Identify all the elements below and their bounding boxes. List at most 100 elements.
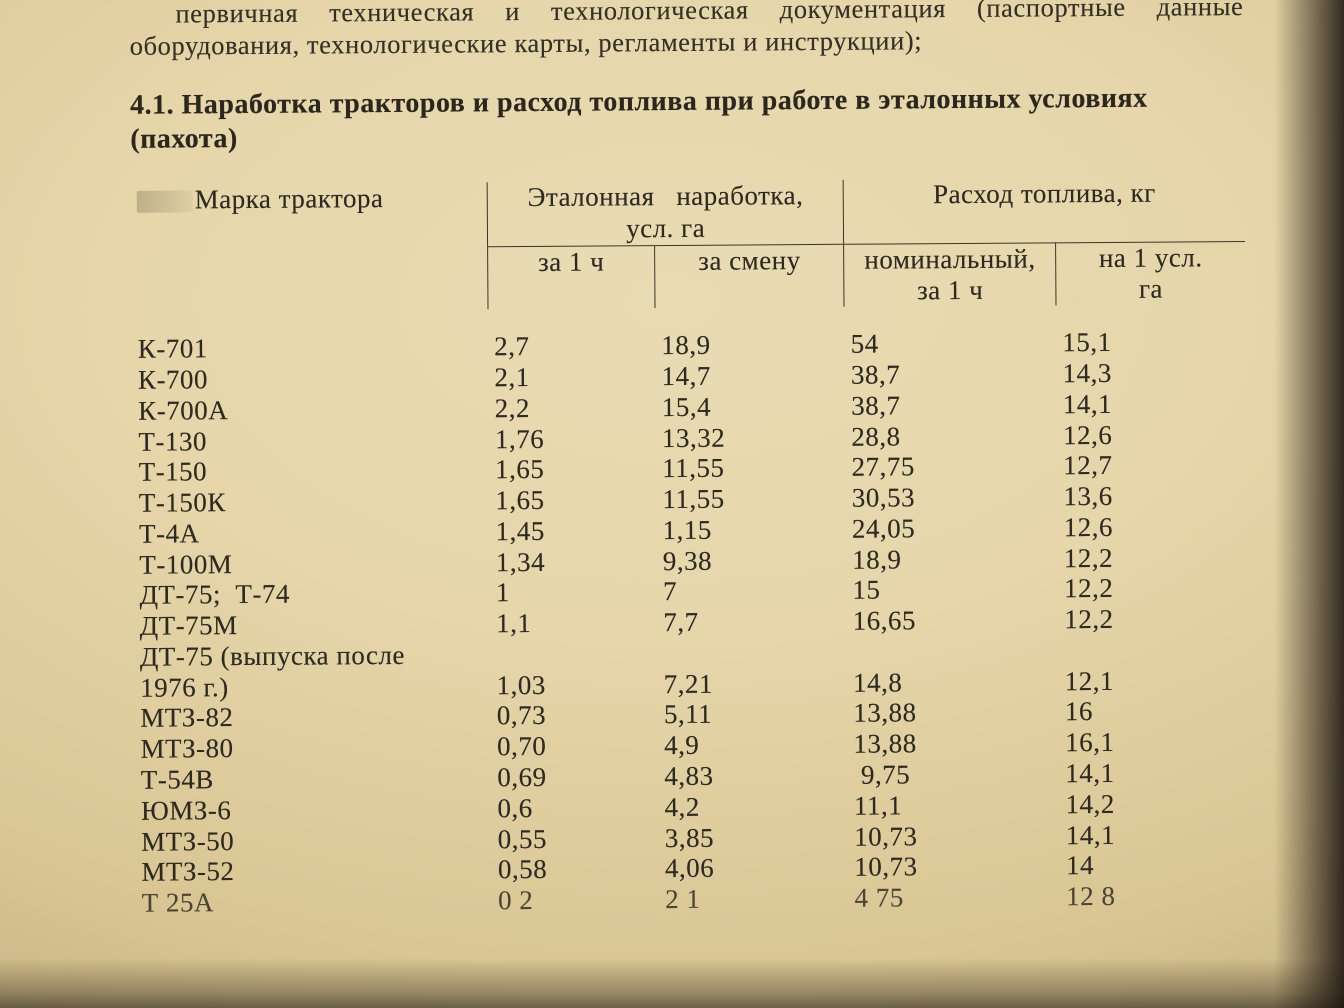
cell-per-shift (657, 637, 847, 669)
cell-nominal: 38,7 (845, 389, 1057, 421)
cell-per-shift: 7 (657, 575, 847, 607)
cell-model: ЮМЗ-6 (135, 793, 492, 826)
cell-nominal: 10,73 (848, 820, 1060, 852)
cell-model: Т-54В (135, 762, 492, 795)
cell-per-hour: 1,76 (489, 423, 656, 455)
intro-paragraph: первичная техническая и технологическая … (129, 0, 1243, 62)
cell-nominal: 54 (844, 306, 1056, 360)
cell-per-hour: 2,1 (488, 361, 655, 393)
cell-per-ha: 12,2 (1058, 572, 1248, 604)
table-header: Марка трактора Эталонная наработка,усл. … (131, 177, 1246, 312)
cell-model: ДТ-75М (134, 608, 491, 641)
cell-per-shift: 4,9 (658, 729, 848, 761)
scanned-page: первичная техническая и технологическая … (0, 0, 1344, 919)
cell-model: К-701 (132, 310, 489, 365)
cell-model: ДТ-75; Т-74 (133, 578, 490, 611)
cell-per-shift: 4,83 (658, 760, 848, 792)
cell-per-ha: 12,6 (1057, 419, 1247, 451)
cell-model: Т-4А (133, 516, 490, 549)
cell-per-ha: 12 8 (1060, 880, 1250, 912)
cell-nominal: 11,1 (848, 789, 1060, 821)
cell-model: МТЗ-52 (135, 855, 492, 888)
cell-per-hour: 0,70 (491, 730, 658, 762)
cell-per-shift: 4,2 (658, 791, 848, 823)
cell-per-ha: 14,3 (1056, 357, 1246, 389)
cell-nominal: 9,75 (848, 758, 1060, 790)
cell-per-ha: 16,1 (1059, 726, 1249, 758)
cell-nominal: 30,53 (846, 481, 1058, 513)
cell-per-hour: 0,6 (491, 792, 658, 824)
cell-nominal (847, 635, 1059, 667)
cell-per-hour: 1,65 (489, 453, 656, 485)
cell-per-ha: 12,1 (1059, 665, 1249, 697)
cell-per-hour: 1,1 (490, 607, 657, 639)
cell-per-ha: 14 (1060, 849, 1250, 881)
header-per-hour: за 1 ч (488, 246, 656, 310)
cell-nominal: 27,75 (845, 451, 1057, 483)
header-model-text: Марка трактора (195, 183, 384, 214)
header-group-fuel: Расход топлива, кг (844, 177, 1246, 244)
cell-nominal: 24,05 (846, 512, 1058, 544)
cell-per-shift: 18,9 (655, 307, 845, 361)
cell-per-ha: 16 (1059, 695, 1249, 727)
cell-model: Т-150К (133, 485, 490, 518)
cell-model: Т-130 (132, 424, 489, 457)
table-row: К-7012,718,95415,1 (132, 304, 1246, 365)
cell-nominal: 15 (846, 574, 1058, 606)
cell-per-ha: 12,2 (1058, 542, 1248, 574)
cell-per-ha: 12,7 (1057, 449, 1247, 481)
cell-model: К-700 (132, 362, 489, 395)
cell-nominal: 38,7 (845, 358, 1057, 390)
cell-per-ha: 14,1 (1057, 388, 1247, 420)
cell-per-ha: 14,1 (1059, 757, 1249, 789)
cell-per-hour: 1,45 (489, 515, 656, 547)
cell-per-shift: 11,55 (656, 483, 846, 515)
cell-per-shift: 15,4 (656, 391, 846, 423)
cell-per-ha: 14,2 (1059, 788, 1249, 820)
cell-per-hour: 2,2 (489, 392, 656, 424)
cell-model: 1976 г.) (134, 670, 491, 703)
cell-model: Т-150 (133, 455, 490, 488)
cell-nominal: 16,65 (847, 604, 1059, 636)
cell-per-ha (1058, 634, 1248, 666)
cell-per-ha: 14,1 (1060, 819, 1250, 851)
cell-model: Т 25А (136, 885, 493, 918)
cell-per-shift: 2 1 (659, 883, 849, 915)
cell-per-hour: 1,03 (491, 669, 658, 701)
cell-per-ha: 15,1 (1056, 304, 1246, 358)
cell-per-hour: 0,69 (491, 761, 658, 793)
cell-per-shift: 3,85 (659, 821, 849, 853)
cell-nominal: 14,8 (847, 666, 1059, 698)
cell-per-shift: 9,38 (657, 544, 847, 576)
cell-per-hour: 0 2 (492, 884, 659, 916)
cell-per-hour: 1 (490, 577, 657, 609)
cell-nominal: 13,88 (847, 697, 1059, 729)
cell-model: МТЗ-80 (134, 732, 491, 765)
header-per-shift: за смену (655, 244, 845, 308)
table-row-cutoff: Т 25А0 22 14 7512 8 (136, 880, 1250, 919)
cell-per-shift: 14,7 (655, 360, 845, 392)
cell-nominal: 10,73 (848, 851, 1060, 883)
cell-per-shift: 7,21 (658, 667, 848, 699)
header-model: Марка трактора (131, 183, 488, 312)
cell-model: Т-100М (133, 547, 490, 580)
cell-per-shift: 7,7 (657, 606, 847, 638)
photo-shadow-bottom (0, 958, 1344, 1008)
table-title: 4.1. Наработка тракторов и расход топлив… (130, 81, 1244, 157)
cell-per-shift: 5,11 (658, 698, 848, 730)
cell-model: МТЗ-82 (134, 701, 491, 734)
cell-per-ha: 13,6 (1057, 480, 1247, 512)
cell-per-hour: 1,65 (489, 484, 656, 516)
header-group-work: Эталонная наработка,усл. га (487, 180, 844, 247)
cell-nominal: 28,8 (845, 420, 1057, 452)
tractor-table: Марка трактора Эталонная наработка,усл. … (131, 177, 1250, 918)
cell-per-hour: 1,34 (490, 546, 657, 578)
cell-per-shift: 1,15 (657, 514, 847, 546)
cell-per-shift: 4,06 (659, 852, 849, 884)
table-body: К-7012,718,95415,1К-7002,114,738,714,3 К-… (132, 304, 1250, 918)
print-smudge (137, 191, 193, 213)
cell-model: ДТ-75 (выпуска после (134, 639, 491, 672)
cell-per-hour: 0,73 (491, 700, 658, 732)
cell-nominal: 4 75 (848, 881, 1060, 913)
cell-model: К-700А (132, 393, 489, 426)
